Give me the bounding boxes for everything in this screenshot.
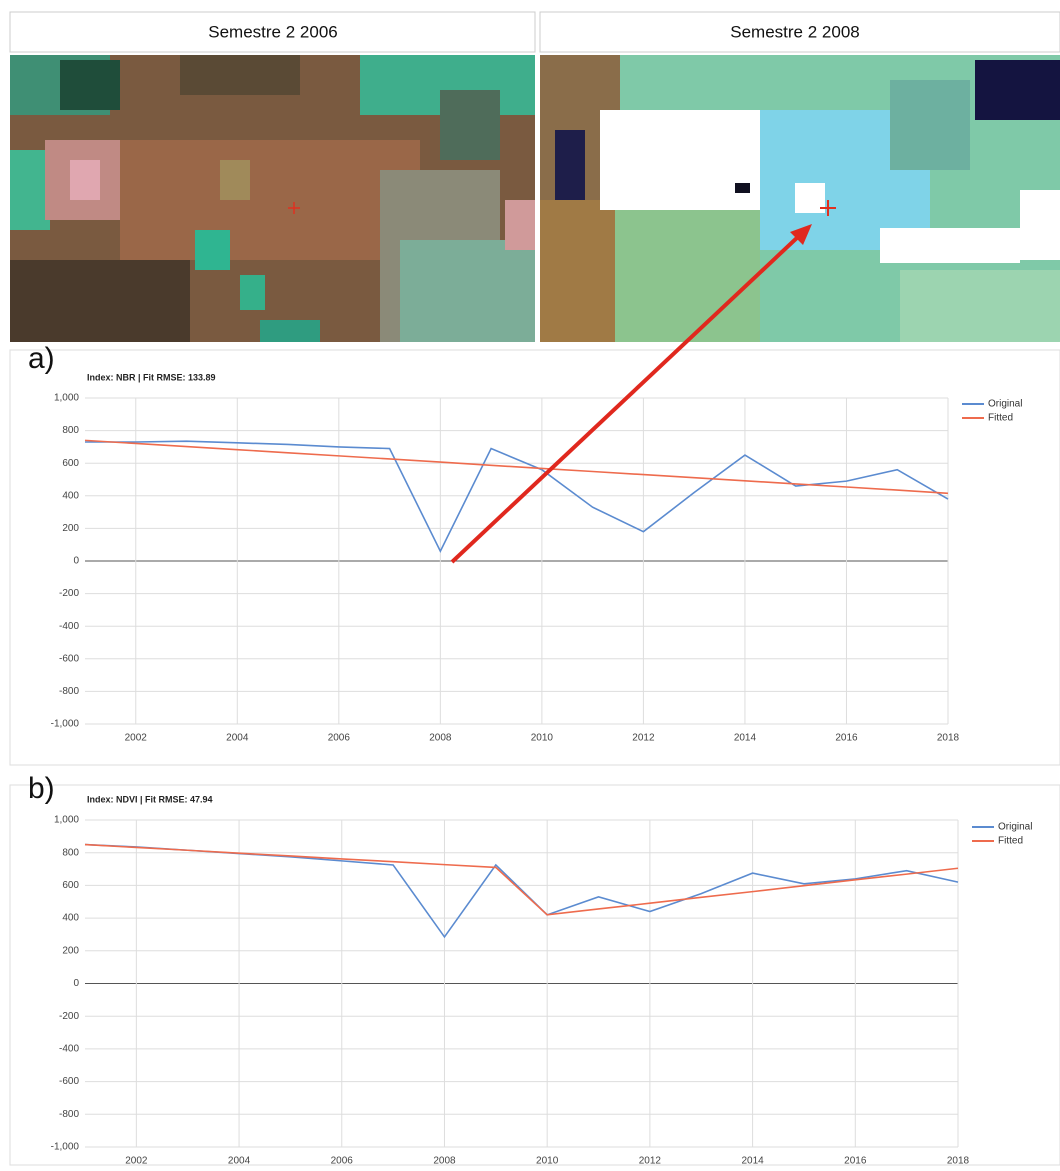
image-block [120,140,420,260]
y-tick-label: 600 [62,458,79,469]
image-block [400,240,535,342]
chart-title: Index: NBR | Fit RMSE: 133.89 [87,372,216,382]
satellite-image [540,55,1060,342]
image-block [180,55,300,95]
image-block [260,320,320,342]
image-block [735,183,750,193]
x-tick-label: 2016 [844,1156,867,1167]
image-block [220,160,250,200]
page: Semestre 2 2006 Semestre 2 2008 [0,0,1060,1171]
x-tick-label: 2012 [632,733,655,744]
image-block [555,130,585,205]
y-tick-label: -400 [59,621,79,632]
x-tick-label: 2012 [639,1156,662,1167]
y-tick-label: -600 [59,653,79,664]
y-tick-label: 0 [73,978,79,989]
y-tick-label: 1,000 [54,393,79,404]
y-tick-label: 400 [62,913,79,924]
image-block [1020,190,1060,260]
x-tick-label: 2018 [937,733,960,744]
image-block [900,270,1060,342]
y-tick-label: -200 [59,588,79,599]
x-tick-label: 2014 [734,733,757,744]
y-tick-label: -400 [59,1044,79,1055]
x-tick-label: 2004 [226,733,249,744]
y-tick-label: 400 [62,490,79,501]
legend-label: Original [998,822,1032,833]
panel-label: a) [28,342,55,375]
image-block [600,110,760,210]
image-block [10,150,50,230]
image-block [60,60,120,110]
image-title: Semestre 2 2006 [208,22,337,41]
x-tick-label: 2016 [835,733,858,744]
figure: Semestre 2 2006 Semestre 2 2008 [0,0,1060,1171]
legend-label: Fitted [988,413,1013,424]
image-block [70,160,100,200]
chart-title: Index: NDVI | Fit RMSE: 47.94 [87,794,213,804]
y-tick-label: -200 [59,1011,79,1022]
satellite-image [10,55,535,342]
y-tick-label: 800 [62,425,79,436]
y-tick-label: -600 [59,1076,79,1087]
image-block [440,90,500,160]
image-block [195,230,230,270]
y-tick-label: 600 [62,880,79,891]
legend-label: Fitted [998,836,1023,847]
x-tick-label: 2006 [328,733,351,744]
y-tick-label: 0 [73,556,79,567]
x-tick-label: 2002 [125,1156,148,1167]
y-tick-label: -1,000 [51,719,80,730]
image-block [240,275,265,310]
x-tick-label: 2010 [531,733,554,744]
x-tick-label: 2008 [433,1156,456,1167]
y-tick-label: 800 [62,847,79,858]
y-tick-label: 1,000 [54,815,79,826]
image-block [880,228,1020,263]
y-tick-label: 200 [62,945,79,956]
x-tick-label: 2006 [331,1156,354,1167]
legend-label: Original [988,399,1022,410]
y-tick-label: -800 [59,1109,79,1120]
image-block [890,80,970,170]
x-tick-label: 2004 [228,1156,251,1167]
x-tick-label: 2002 [125,733,148,744]
image-block [540,200,615,342]
image-block [505,200,535,250]
y-tick-label: -800 [59,686,79,697]
image-block [10,260,190,342]
x-tick-label: 2014 [741,1156,764,1167]
image-title: Semestre 2 2008 [730,22,859,41]
x-tick-label: 2010 [536,1156,559,1167]
image-block [615,210,760,342]
x-tick-label: 2008 [429,733,452,744]
panel-label: b) [28,772,55,805]
x-tick-label: 2018 [947,1156,970,1167]
image-block [975,60,1060,120]
y-tick-label: -1,000 [51,1142,80,1153]
y-tick-label: 200 [62,523,79,534]
